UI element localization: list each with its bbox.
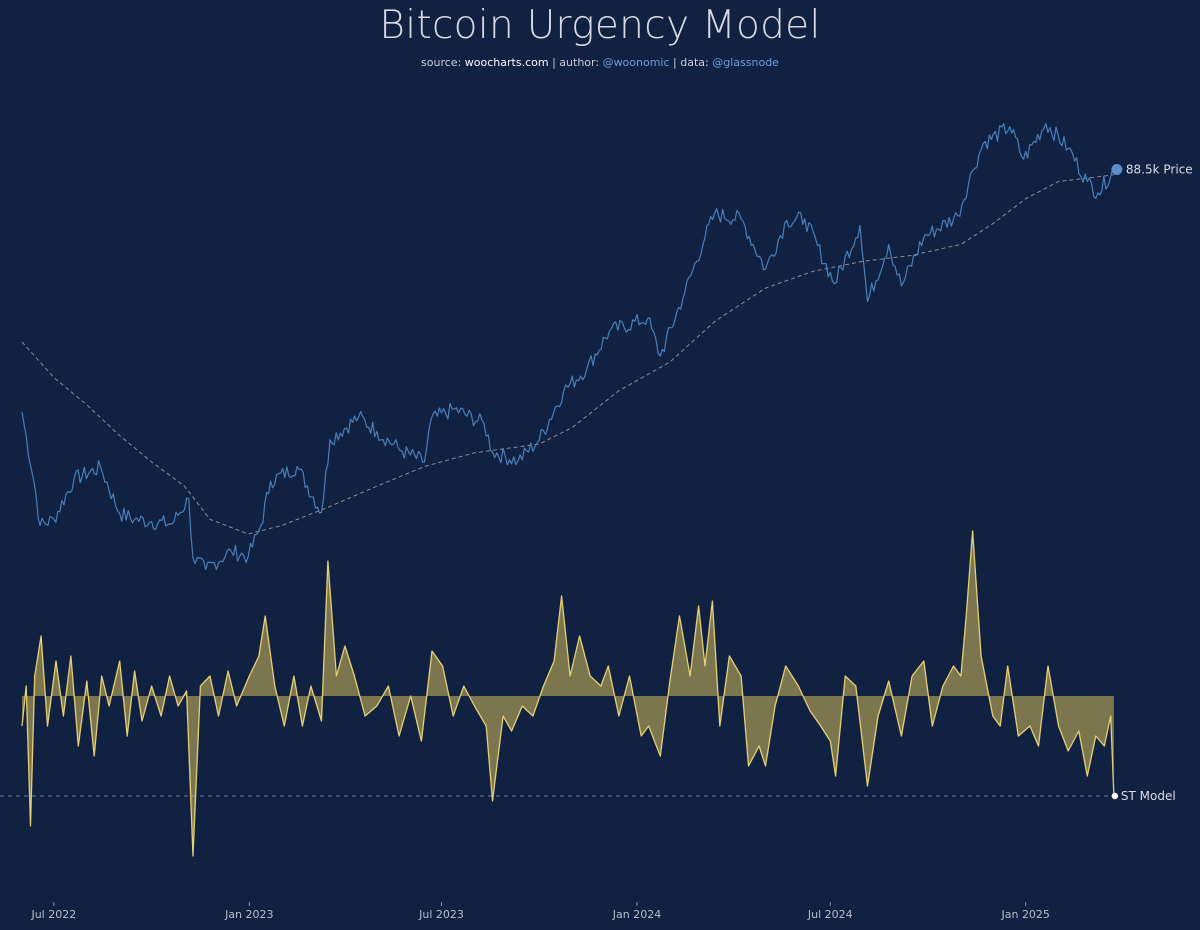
price-panel [21,122,1123,571]
page-title: Bitcoin Urgency Model [379,3,821,48]
data-link[interactable]: @glassnode [712,56,779,69]
moving-average-line [21,174,1114,535]
price-end-label: 88.5k Price [1126,162,1193,176]
x-tick-label: Jul 2023 [418,908,464,921]
chart-header: Bitcoin Urgency Model source: woocharts.… [0,0,1200,69]
data-label: data: [680,56,709,69]
st-model-line [21,530,1115,857]
x-tick-label: Jan 2023 [224,908,273,921]
credit-separator: | [552,56,556,69]
author-label: author: [559,56,600,69]
source-label: source: [421,56,462,69]
x-tick-label: Jan 2025 [1000,908,1049,921]
credit-separator: | [673,56,677,69]
x-tick-label: Jan 2024 [612,908,661,921]
source-link[interactable]: woocharts.com [464,56,549,69]
end-labels: 88.5k Price ST Model [1121,162,1193,803]
chart-credits: source: woocharts.com | author: @woonomi… [0,56,1200,69]
author-link[interactable]: @woonomic [602,56,670,69]
x-axis: Jul 2022 Jan 2023 Jul 2023 Jan 2024 Jul 2024… [30,902,1050,921]
st-model-area [22,531,1114,856]
x-tick-label: Jul 2022 [30,908,76,921]
st-model-end-point [1111,792,1119,800]
price-line [21,122,1115,571]
price-end-point [1111,163,1123,175]
x-tick-label: Jul 2024 [807,908,853,921]
st-model-panel [0,530,1119,857]
st-model-end-label: ST Model [1121,789,1176,803]
